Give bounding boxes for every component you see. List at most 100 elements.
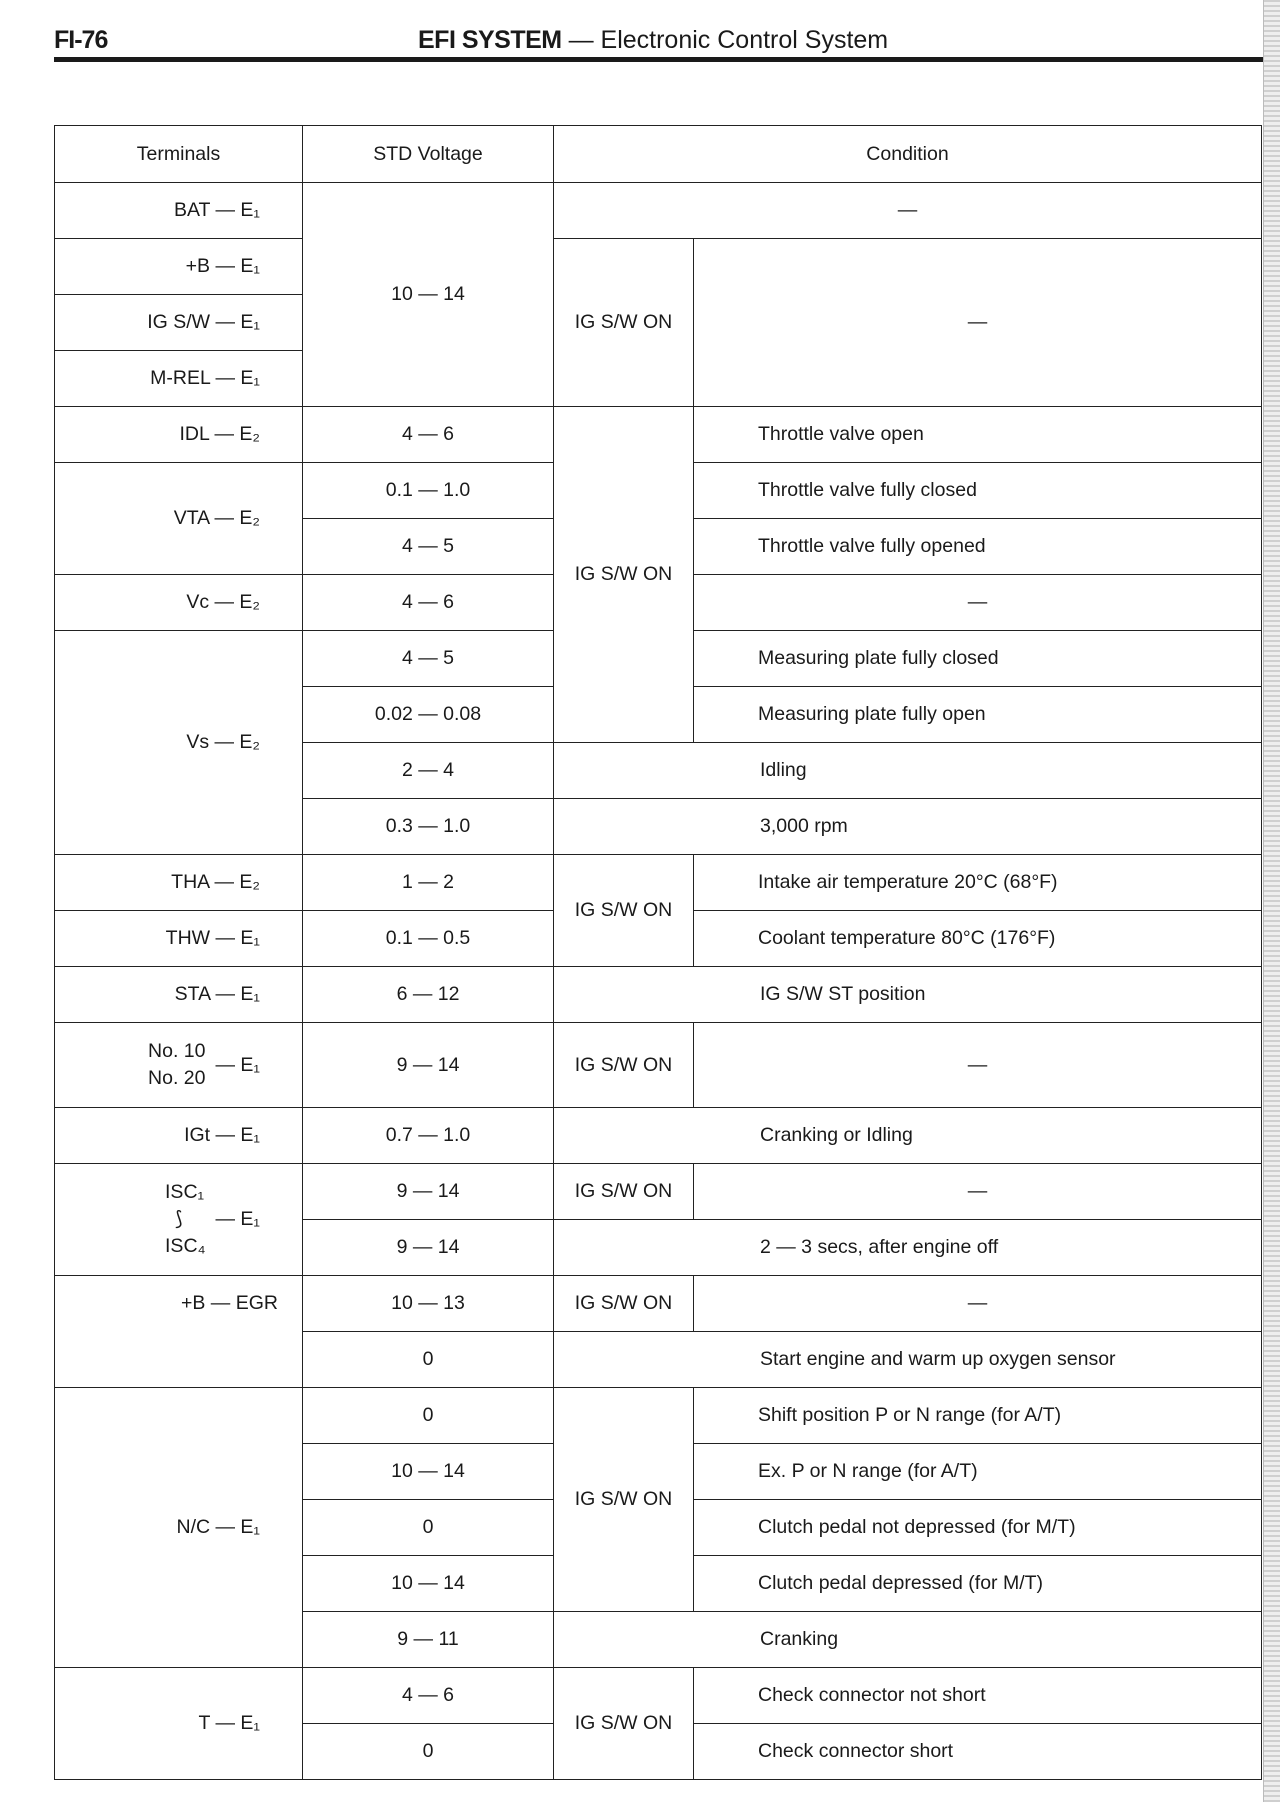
- voltage-cell: 10 — 13: [302, 1275, 554, 1332]
- table-row: 10 — 14 Clutch pedal depressed (for M/T): [55, 1555, 1262, 1612]
- table-row: 0 Check connector short: [55, 1723, 1262, 1780]
- range-tilde-icon: ⟆: [175, 1208, 183, 1230]
- table-row: 0 Clutch pedal not depressed (for M/T): [55, 1499, 1262, 1556]
- terminal-cell: STA — E₁: [54, 966, 303, 1023]
- table-row: +B — EGR 10 — 13 IG S/W ON —: [54, 1275, 1262, 1388]
- condition-cell: Check connector short: [693, 1723, 1262, 1780]
- scan-edge: [1263, 0, 1280, 1802]
- condition-cell: Throttle valve fully opened: [693, 518, 1262, 575]
- condition-cell: Clutch pedal depressed (for M/T): [693, 1555, 1262, 1612]
- condition-cell: —: [693, 238, 1262, 407]
- terminal-cell: T — E₁: [54, 1667, 303, 1780]
- condition-cell: —: [693, 1022, 1262, 1108]
- condition-cell: Idling: [553, 742, 1262, 799]
- voltage-cell: 0: [302, 1499, 554, 1556]
- terminal-ground: — E₁: [215, 1053, 260, 1076]
- terminal-isc4: ISC₄: [165, 1235, 206, 1257]
- table-row: N/C — E₁ 0 IG S/W ON Shift position P or…: [54, 1387, 1262, 1668]
- table-row: Vs — E₂ 4 — 5 Measuring plate fully clos…: [54, 630, 1262, 855]
- header-condition: Condition: [553, 125, 1262, 183]
- voltage-cell: 0: [302, 1331, 554, 1388]
- table-row: T — E₁ 4 — 6 IG S/W ON Check connector n…: [54, 1667, 1262, 1780]
- voltage-cell: 10 — 14: [302, 182, 554, 407]
- ig-switch-cell: IG S/W ON: [553, 1275, 694, 1332]
- table-row: 2 — 4 Idling: [55, 742, 1262, 799]
- terminal-cell: IGt — E₁: [54, 1107, 303, 1164]
- header-rule: [54, 57, 1265, 62]
- condition-cell: Check connector not short: [693, 1667, 1262, 1724]
- voltage-cell: 0: [302, 1387, 554, 1444]
- header-std-voltage: STD Voltage: [302, 125, 554, 183]
- terminal-cell: ISC₁ ⟆ ISC₄ — E₁: [54, 1163, 303, 1276]
- table-row: THA — E₂ 1 — 2 IG S/W ON Intake air temp…: [54, 854, 1262, 967]
- condition-cell: —: [693, 574, 1262, 631]
- table-row: IGt — E₁ 0.7 — 1.0 Cranking or Idling: [54, 1107, 1262, 1164]
- voltage-cell: 9 — 14: [302, 1219, 554, 1276]
- condition-cell: Cranking or Idling: [553, 1107, 1262, 1164]
- voltage-cell: 0: [302, 1723, 554, 1780]
- condition-cell: Cranking: [553, 1611, 1262, 1668]
- terminal-cell: IG S/W — E₁: [54, 294, 303, 351]
- table-row: No. 10 No. 20 — E₁ 9 — 14 IG S/W ON —: [54, 1022, 1262, 1108]
- voltage-cell: 2 — 4: [302, 742, 554, 799]
- voltage-cell: 0.1 — 1.0: [302, 462, 554, 519]
- terminal-cell: No. 10 No. 20 — E₁: [54, 1022, 303, 1108]
- voltage-cell: 9 — 14: [302, 1163, 554, 1220]
- table-header-row: Terminals STD Voltage Condition: [54, 125, 1262, 183]
- voltage-cell: 10 — 14: [302, 1555, 554, 1612]
- condition-cell: —: [553, 182, 1262, 239]
- condition-cell: Clutch pedal not depressed (for M/T): [693, 1499, 1262, 1556]
- terminal-isc1: ISC₁: [165, 1181, 205, 1203]
- page-number: FI-76: [54, 26, 108, 54]
- condition-cell: Shift position P or N range (for A/T): [693, 1387, 1262, 1444]
- title-bold: EFI SYSTEM: [418, 26, 562, 54]
- voltage-cell: 0.7 — 1.0: [302, 1107, 554, 1164]
- voltage-cell: 4 — 5: [302, 630, 554, 687]
- condition-cell: 2 — 3 secs, after engine off: [553, 1219, 1262, 1276]
- terminal-cell: +B — EGR: [54, 1275, 303, 1388]
- condition-cell: 3,000 rpm: [553, 798, 1262, 855]
- terminal-cell: VTA — E₂: [54, 462, 303, 575]
- terminal-cell: +B — E₁: [54, 238, 303, 295]
- voltage-cell: 4 — 5: [302, 518, 554, 575]
- ig-switch-cell: IG S/W ON: [553, 1022, 694, 1108]
- title-rest: — Electronic Control System: [561, 26, 889, 54]
- table-row: 0.02 — 0.08 Measuring plate fully open: [55, 686, 1262, 743]
- table-row: IDL — E₂ 4 — 6 IG S/W ON Throttle valve …: [54, 406, 1262, 743]
- table-row: IG S/W — E₁: [54, 294, 1262, 351]
- voltage-cell: 9 — 11: [302, 1611, 554, 1668]
- table-row: 9 — 11 Cranking: [55, 1611, 1262, 1668]
- terminal-voltage-table: Terminals STD Voltage Condition BAT — E₁…: [54, 125, 1262, 1780]
- voltage-cell: 4 — 6: [302, 406, 554, 463]
- table-row: 0 Start engine and warm up oxygen sensor: [55, 1331, 1262, 1388]
- page-title: EFI SYSTEM — Electronic Control System: [418, 26, 888, 55]
- condition-cell: Coolant temperature 80°C (176°F): [693, 910, 1262, 967]
- table-row: M-REL — E₁: [54, 350, 1262, 407]
- terminal-cell: BAT — E₁: [54, 182, 303, 239]
- condition-cell: Measuring plate fully closed: [693, 630, 1262, 687]
- condition-cell: Start engine and warm up oxygen sensor: [553, 1331, 1262, 1388]
- voltage-cell: 0.1 — 0.5: [302, 910, 554, 967]
- voltage-cell: 9 — 14: [302, 1022, 554, 1108]
- ig-switch-cell: IG S/W ON: [553, 854, 694, 967]
- table-row: THW — E₁ 0.1 — 0.5 Coolant temperature 8…: [54, 910, 1262, 967]
- table-row: 9 — 14 2 — 3 secs, after engine off: [55, 1219, 1262, 1276]
- header-terminals: Terminals: [54, 125, 303, 183]
- terminal-ground: — E₁: [215, 1208, 260, 1230]
- condition-cell: Throttle valve open: [693, 406, 1262, 463]
- ig-switch-cell: IG S/W ON: [553, 1387, 694, 1612]
- voltage-cell: 10 — 14: [302, 1443, 554, 1500]
- condition-cell: IG S/W ST position: [553, 966, 1262, 1023]
- voltage-cell: 1 — 2: [302, 854, 554, 911]
- terminal-no10: No. 10: [148, 1040, 206, 1062]
- table-row: ISC₁ ⟆ ISC₄ — E₁ 9 — 14 IG S/W ON —: [54, 1163, 1262, 1276]
- ig-switch-cell: IG S/W ON: [553, 1163, 694, 1220]
- table-row: BAT — E₁ 10 — 14 —: [54, 182, 1262, 407]
- condition-cell: Measuring plate fully open: [693, 686, 1262, 743]
- table-row: Vc — E₂ 4 — 6 —: [54, 574, 1262, 631]
- condition-cell: Ex. P or N range (for A/T): [693, 1443, 1262, 1500]
- terminal-cell: Vs — E₂: [54, 630, 303, 855]
- condition-cell: —: [693, 1275, 1262, 1332]
- condition-cell: Throttle valve fully closed: [693, 462, 1262, 519]
- terminal-cell: Vc — E₂: [54, 574, 303, 631]
